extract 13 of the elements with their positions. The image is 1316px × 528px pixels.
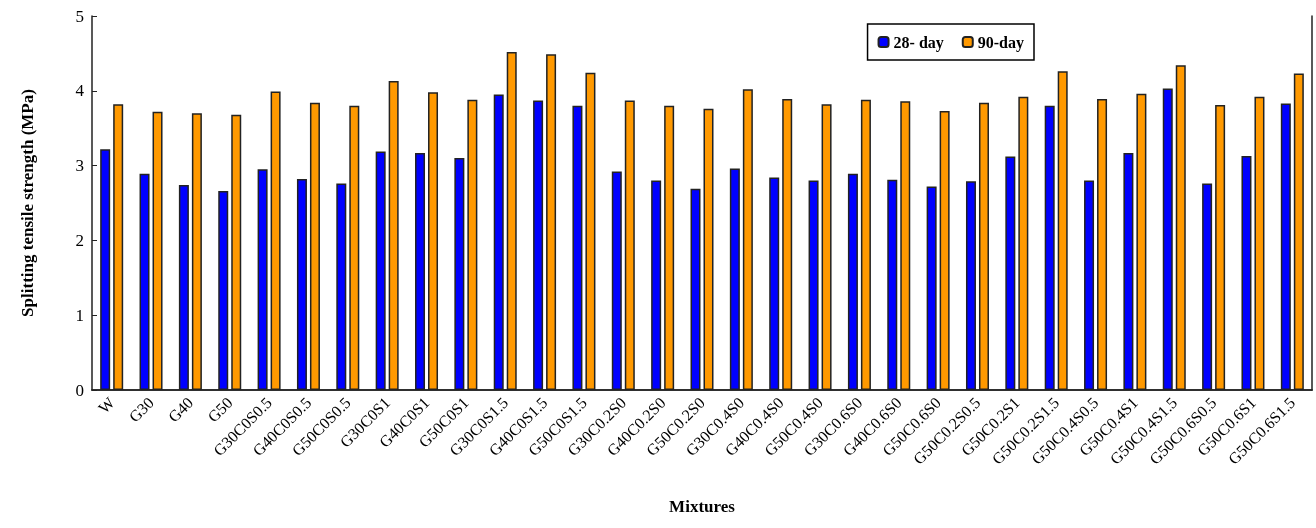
y-tick-label: 3 (75, 156, 84, 176)
x-tick-label: G30 (125, 393, 158, 426)
legend-label: 90-day (977, 33, 1025, 52)
y-axis-title: Splitting tensile strength (MPa) (18, 89, 37, 317)
x-tick-label: W (94, 393, 119, 417)
x-axis-title: Mixtures (669, 497, 736, 516)
y-tick-label: 4 (75, 81, 85, 101)
y-tick-label: 1 (75, 305, 84, 325)
y-tick-label: 2 (75, 230, 84, 250)
y-tick-label: 0 (75, 380, 84, 400)
y-tick-label: 5 (75, 6, 84, 26)
legend-label: 28- day (893, 33, 944, 52)
x-tick-label: G40 (164, 393, 197, 426)
